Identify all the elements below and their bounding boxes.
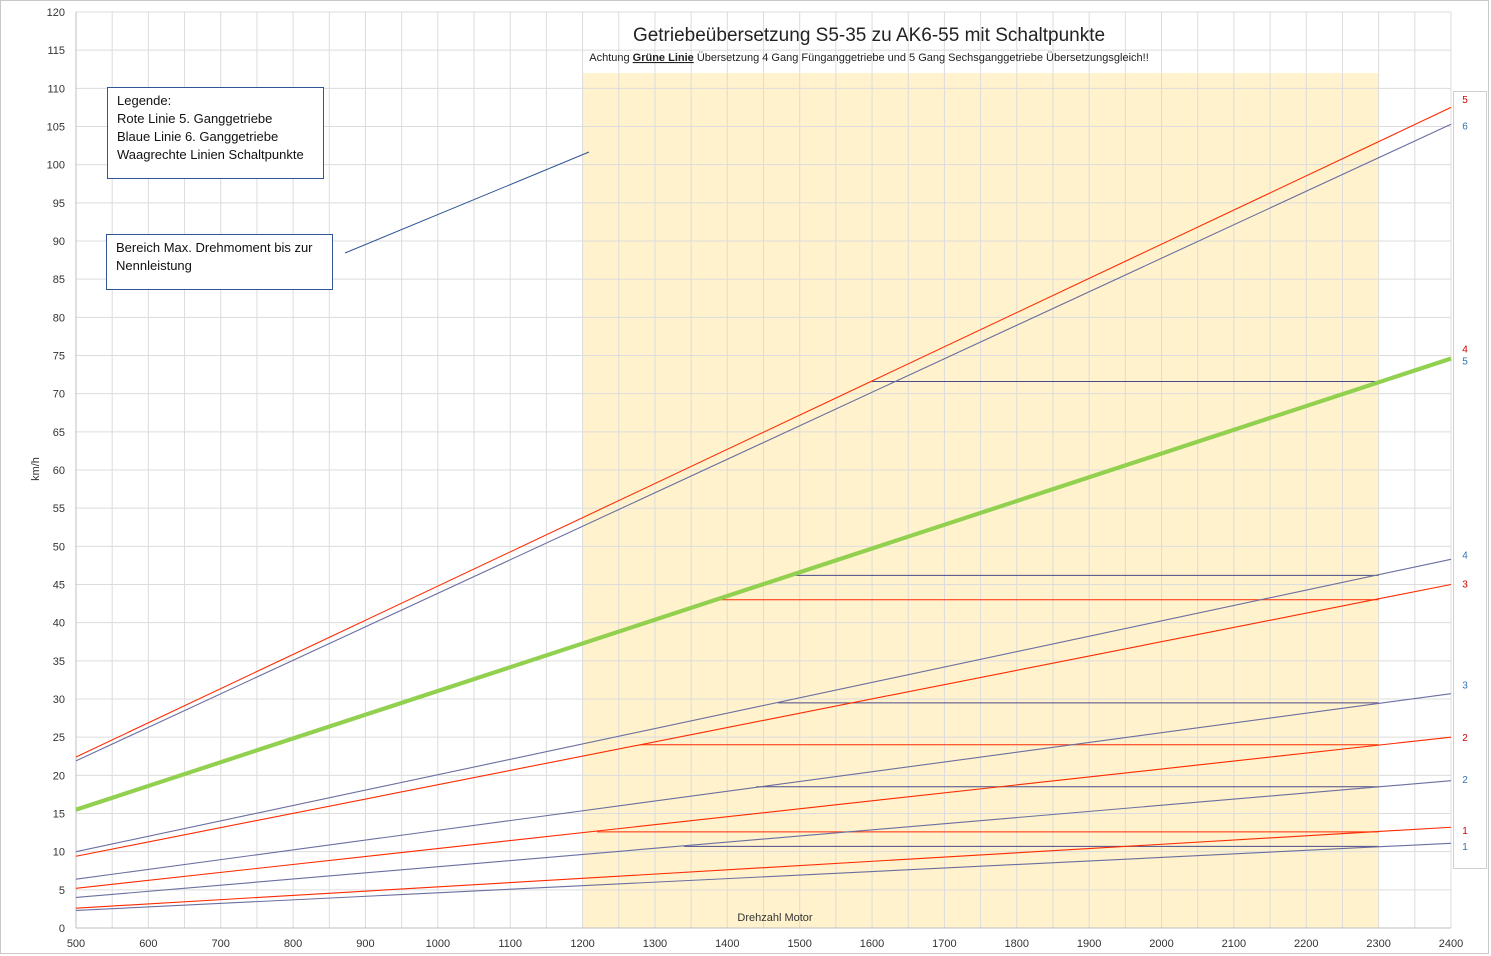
y-tick-label: 85 <box>53 274 65 286</box>
series-end-label: 1 <box>1462 842 1468 853</box>
y-tick-label: 25 <box>53 732 65 744</box>
x-tick-label: 1300 <box>643 938 667 950</box>
x-tick-label: 1600 <box>860 938 884 950</box>
x-tick-label: 1800 <box>1005 938 1029 950</box>
x-tick-label: 1200 <box>570 938 594 950</box>
x-tick-label: 2300 <box>1366 938 1390 950</box>
series-line-blue-1 <box>75 842 1452 911</box>
x-tick-label: 1500 <box>787 938 811 950</box>
x-tick-label: 2400 <box>1439 938 1463 950</box>
x-tick-label: 1100 <box>498 938 522 950</box>
y-tick-label: 95 <box>53 198 65 210</box>
y-tick-label: 60 <box>53 465 65 477</box>
series-end-label: 1 <box>1462 826 1468 837</box>
legend-line-4: Waagrechte Linien Schaltpunkte <box>117 147 304 162</box>
y-tick-label: 30 <box>53 694 65 706</box>
series-end-label: 6 <box>1462 122 1468 133</box>
series-end-label: 5 <box>1462 357 1468 368</box>
series-line-red-2 <box>75 736 1452 889</box>
note-line-2: Nennleistung <box>116 258 192 273</box>
x-tick-label: 2200 <box>1294 938 1318 950</box>
x-tick-label: 1900 <box>1077 938 1101 950</box>
series-end-label: 4 <box>1462 344 1468 355</box>
subtitle-bold: Grüne Linie <box>633 52 694 64</box>
series-end-label: 2 <box>1462 775 1468 786</box>
y-tick-label: 70 <box>53 389 65 401</box>
note-pointer-line-upper <box>344 151 590 254</box>
x-tick-label: 700 <box>212 938 230 950</box>
note-line-1: Bereich Max. Drehmoment bis zur <box>116 240 313 255</box>
y-tick-label: 115 <box>47 45 65 57</box>
y-tick-label: 15 <box>53 809 65 821</box>
series-end-label: 2 <box>1462 733 1468 744</box>
x-axis-label: Drehzahl Motor <box>737 912 813 924</box>
series-line-blue-3 <box>75 693 1452 880</box>
y-tick-label: 80 <box>53 312 65 324</box>
y-tick-label: 90 <box>53 236 65 248</box>
end-labels-layer: 5 6 4 5 4 3 3 2 2 1 1 <box>1462 95 1468 853</box>
y-tick-label: 20 <box>53 770 65 782</box>
subtitle-suffix: Übersetzung 4 Gang Fünganggetriebe und 5… <box>694 52 1149 64</box>
legend-line-2: Rote Linie 5. Ganggetriebe <box>117 111 273 126</box>
series-line-blue-6 <box>75 123 1452 762</box>
x-tick-label: 500 <box>67 938 85 950</box>
x-tick-label: 600 <box>139 938 157 950</box>
y-tick-label: 0 <box>59 923 65 935</box>
chart-title: Getriebeübersetzung S5-35 zu AK6-55 mit … <box>633 25 1105 46</box>
x-tick-label: 2000 <box>1149 938 1173 950</box>
y-tick-label: 120 <box>47 7 65 19</box>
x-tick-label: 900 <box>356 938 374 950</box>
legend-line-3: Blaue Linie 6. Ganggetriebe <box>117 129 279 144</box>
chart-subtitle: Achtung Grüne Linie Übersetzung 4 Gang F… <box>589 52 1149 64</box>
series-end-label: 3 <box>1462 580 1468 591</box>
y-tick-label: 75 <box>53 351 65 363</box>
x-tick-label: 1400 <box>715 938 739 950</box>
y-tick-label: 35 <box>53 656 65 668</box>
shift-points-layer <box>597 380 1379 847</box>
series-line-green-5 <box>75 356 1452 812</box>
y-tick-label: 50 <box>53 541 65 553</box>
y-tick-label: 45 <box>53 580 65 592</box>
series-end-label: 4 <box>1462 550 1468 561</box>
legend-line-1: Legende: <box>117 93 172 108</box>
right-legend-frame <box>1453 91 1487 869</box>
series-line-red-3 <box>75 583 1452 857</box>
axis-layer: 0 5 10 15 20 25 30 35 40 45 50 55 60 65 70 75 80 85 90 95 10… <box>47 7 1464 950</box>
y-tick-label: 100 <box>47 160 65 172</box>
x-tick-label: 1000 <box>426 938 450 950</box>
y-tick-label: 5 <box>59 885 65 897</box>
series-line-blue-2 <box>75 780 1452 899</box>
y-tick-label: 40 <box>53 618 65 630</box>
x-tick-label: 1700 <box>932 938 956 950</box>
legend-box: Legende: Rote Linie 5. Ganggetriebe Blau… <box>107 87 324 179</box>
y-tick-label: 105 <box>47 122 65 134</box>
subtitle-prefix: Achtung <box>589 52 632 64</box>
y-axis-label: km/h <box>30 457 42 481</box>
y-tick-label: 110 <box>47 83 65 95</box>
series-end-label: 3 <box>1462 680 1468 691</box>
series-line-red-1 <box>75 826 1452 909</box>
y-tick-label: 55 <box>53 503 65 515</box>
series-line-blue-4 <box>75 558 1452 853</box>
series-end-label: 5 <box>1462 95 1468 106</box>
x-tick-label: 800 <box>284 938 302 950</box>
x-tick-label: 2100 <box>1222 938 1246 950</box>
y-tick-label: 65 <box>53 427 65 439</box>
series-line-red-5 <box>75 106 1452 758</box>
series-layer <box>75 106 1452 911</box>
annotation-layer <box>344 151 590 254</box>
torque-range-note: Bereich Max. Drehmoment bis zur Nennleis… <box>106 234 333 290</box>
y-tick-label: 10 <box>53 847 65 859</box>
